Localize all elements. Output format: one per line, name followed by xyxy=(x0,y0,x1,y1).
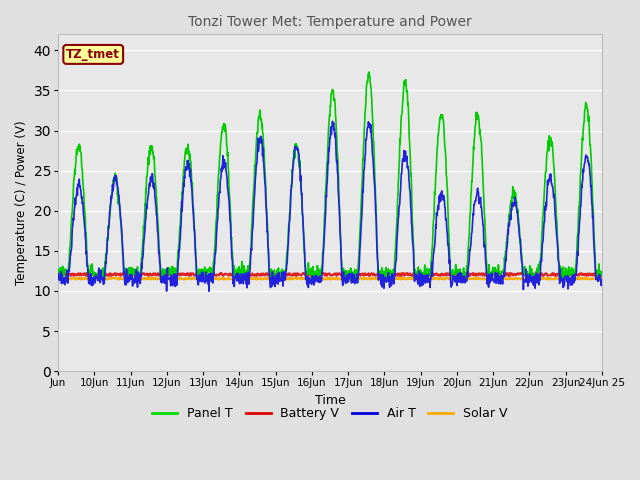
Title: Tonzi Tower Met: Temperature and Power: Tonzi Tower Met: Temperature and Power xyxy=(188,15,472,29)
X-axis label: Time: Time xyxy=(315,394,346,407)
Legend: Panel T, Battery V, Air T, Solar V: Panel T, Battery V, Air T, Solar V xyxy=(147,403,513,425)
Y-axis label: Temperature (C) / Power (V): Temperature (C) / Power (V) xyxy=(15,120,28,285)
Text: TZ_tmet: TZ_tmet xyxy=(67,48,120,61)
